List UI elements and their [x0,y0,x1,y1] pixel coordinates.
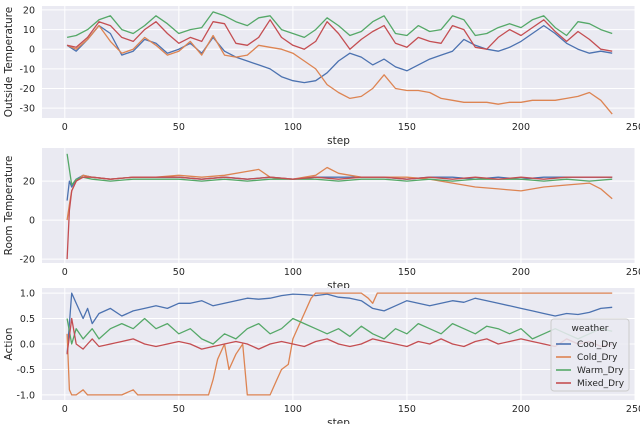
y-tick-label: 10 [23,25,35,36]
x-tick-label: 50 [173,122,185,133]
x-axis-label: step [327,135,350,147]
x-tick-label: 250 [626,404,640,415]
series-line-mixed-dry [66,317,613,355]
legend-entry-warm-dry: Warm_Dry [577,366,624,376]
y-tick-label: 20 [23,5,35,16]
y-tick-label: 0 [29,45,35,56]
x-tick-label: 200 [512,267,530,278]
y-tick-label: 0.5 [20,314,35,325]
y-tick-label: -10 [19,64,35,75]
y-tick-label: 0.0 [20,340,35,351]
legend-title: weather [572,324,609,334]
series-line-cold-dry [66,24,613,115]
series-line-cool-dry [66,24,613,84]
legend-entry-cold-dry: Cold_Dry [577,353,618,363]
x-tick-label: 150 [398,267,416,278]
y-tick-label: -1.0 [16,390,35,401]
series-line-mixed-dry [66,19,613,52]
legend-entry-mixed-dry: Mixed_Dry [577,379,625,389]
y-tick-label: 0 [29,216,35,227]
y-tick-label: 1.0 [20,289,35,300]
series-group [66,11,613,115]
x-tick-label: 100 [284,267,302,278]
x-tick-label: 50 [173,267,185,278]
series-line-warm-dry [66,11,613,39]
legend-entry-cool-dry: Cool_Dry [577,340,618,350]
legend: weather Cool_Dry Cold_Dry Warm_Dry Mixed_Dry [550,318,630,392]
x-tick-label: 200 [512,122,530,133]
x-tick-label: 100 [284,404,302,415]
x-tick-label: 250 [626,267,640,278]
series-group [66,292,613,396]
y-tick-label: 20 [23,177,35,188]
x-tick-label: 100 [284,122,302,133]
series-line-mixed-dry [66,176,613,260]
x-tick-label: 150 [398,122,416,133]
legend-box [550,318,630,392]
series-line-warm-dry [66,317,613,345]
subplot-1: 05010015020025020100-10-20-30stepOutside… [3,5,640,147]
y-tick-label: -20 [19,255,35,266]
x-tick-label: 150 [398,404,416,415]
x-tick-label: 200 [512,404,530,415]
y-tick-label: -0.5 [16,365,35,376]
series-line-cool-dry [66,292,613,355]
series-line-cold-dry [66,292,613,396]
y-tick-label: -30 [19,104,35,115]
subplot-3: 0 50 100 150 200 250 1.0 0.5 0.0 -0.5 -1.0 step Acti… [3,288,640,424]
x-tick-label: 250 [626,122,640,133]
y-axis-label: Action [3,328,15,361]
x-axis-label: step [327,417,350,424]
y-axis-label: Outside Temperature [3,7,15,117]
x-tick-label: 0 [62,267,68,278]
y-tick-label: -20 [19,84,35,95]
x-tick-label: 0 [62,404,68,415]
x-tick-label: 0 [62,122,68,133]
plot-area [42,148,635,263]
series-group [66,153,613,260]
x-tick-label: 50 [173,404,185,415]
y-axis-label: Room Temperature [3,156,15,256]
